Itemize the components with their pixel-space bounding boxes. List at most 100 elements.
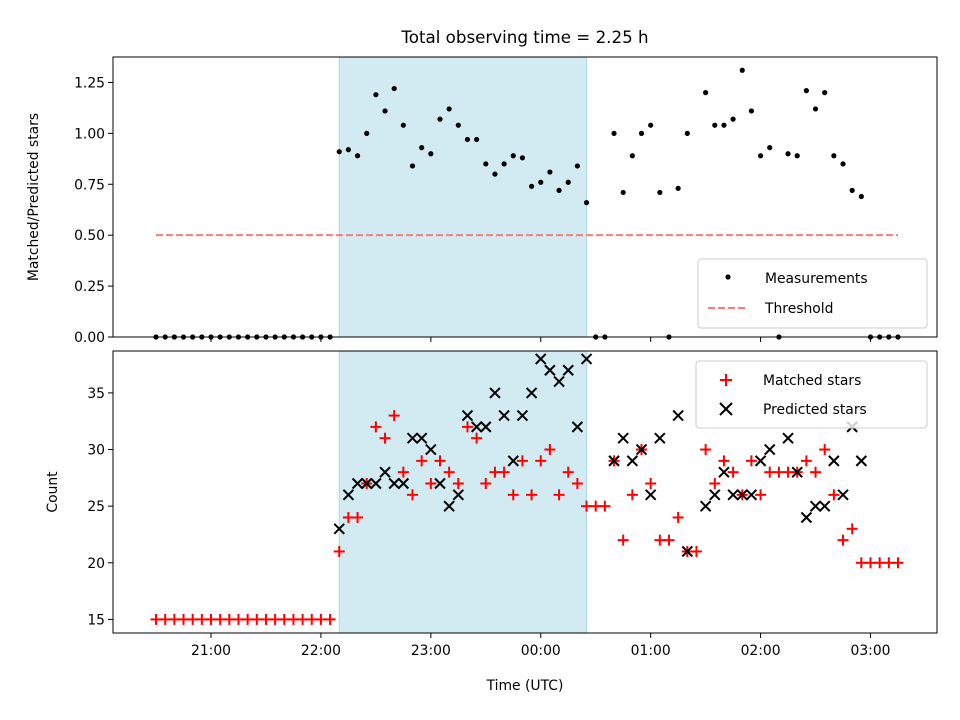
predicted-stars-point — [681, 545, 694, 558]
measurement-point — [483, 161, 489, 167]
top-ytick-label: 0.75 — [74, 177, 105, 193]
predicted-stars-point — [434, 477, 446, 490]
measurement-point — [620, 189, 626, 196]
measurement-point — [840, 161, 846, 167]
measurement-point — [822, 90, 828, 96]
matched-stars-point — [516, 455, 528, 467]
matched-stars-point — [672, 511, 684, 523]
measurement-point — [336, 149, 342, 155]
matched-stars-point — [352, 511, 364, 523]
matched-stars-point — [333, 545, 345, 557]
legend-predicted-marker — [719, 402, 733, 416]
top-ytick-label: 1.00 — [74, 126, 105, 142]
matched-stars-point — [617, 534, 629, 546]
predicted-stars-point — [544, 364, 556, 376]
matched-stars-point — [379, 432, 391, 444]
predicted-stars-point — [818, 500, 831, 512]
top-y-axis-label: Matched/Predicted stars — [26, 113, 42, 281]
bottom-xtick-label: 01:00 — [631, 643, 671, 659]
legend-matched-label: Matched stars — [763, 373, 861, 389]
measurement-point — [794, 153, 800, 159]
measurement-point — [849, 187, 855, 193]
predicted-stars-point — [452, 489, 465, 501]
predicted-stars-point — [828, 455, 840, 467]
measurement-point — [629, 153, 635, 159]
bottom-xtick-label: 22:00 — [301, 643, 341, 659]
measurement-point — [510, 153, 516, 159]
matched-stars-point — [535, 455, 547, 467]
measurement-point — [528, 183, 535, 189]
chart-title: Total observing time = 2.25 h — [400, 27, 648, 47]
matched-stars-point — [526, 489, 538, 501]
matched-stars-point — [471, 432, 483, 444]
matched-stars-point — [599, 500, 611, 512]
measurement-point — [409, 163, 416, 169]
legend-threshold-label: Threshold — [764, 301, 833, 317]
predicted-stars-point — [333, 523, 345, 535]
bottom-xtick-label: 21:00 — [191, 643, 231, 659]
matched-stars-point — [810, 466, 822, 478]
matched-stars-point — [709, 478, 721, 490]
measurement-point — [501, 161, 507, 167]
measurement-point — [748, 108, 755, 114]
measurement-point — [648, 122, 654, 128]
measurement-point — [455, 122, 461, 128]
bottom-legend: Matched stars Predicted stars — [695, 360, 928, 429]
predicted-stars-point — [379, 466, 391, 478]
predicted-stars-point — [388, 477, 400, 490]
measurement-point — [675, 185, 681, 191]
matched-stars-point — [452, 478, 464, 490]
predicted-stars-point — [571, 421, 584, 433]
matched-stars-point — [388, 410, 400, 422]
measurement-point — [437, 116, 443, 122]
legend-measurements-marker — [725, 274, 731, 280]
observing-window-span — [338, 56, 588, 338]
measurement-point — [373, 92, 379, 98]
predicted-stars-point — [461, 409, 474, 422]
predicted-stars-point — [791, 466, 803, 478]
legend-matched-marker — [720, 374, 732, 386]
matched-stars-point — [645, 478, 657, 490]
matched-stars-point — [544, 444, 556, 456]
predicted-stars-point — [370, 477, 382, 490]
predicted-stars-point — [470, 421, 483, 433]
panel-top: 0.00 0.25 0.50 0.75 1.00 1.25 Total observing… — [26, 27, 938, 346]
predicted-stars-point — [782, 432, 794, 444]
predicted-stars-point — [425, 443, 437, 456]
matched-stars-point — [892, 557, 904, 569]
measurement-point — [345, 147, 351, 153]
matched-stars-point — [828, 489, 840, 501]
predicted-stars-point — [580, 353, 593, 365]
matched-stars-point — [397, 466, 409, 478]
measurement-point — [556, 187, 562, 193]
predicted-stars-point — [718, 466, 730, 478]
matched-stars-point — [663, 534, 675, 546]
predicted-stars-point — [507, 455, 519, 467]
measurement-point — [400, 122, 406, 128]
matched-stars-point — [443, 466, 455, 478]
measurement-point — [391, 85, 397, 92]
measurement-point — [565, 179, 571, 185]
matched-stars-point — [562, 466, 574, 478]
predicted-stars-point — [654, 432, 666, 444]
matched-stars-point — [846, 523, 858, 535]
predicted-stars-point — [709, 489, 721, 501]
measurement-point — [446, 106, 452, 112]
bottom-ytick-label: 20 — [87, 556, 105, 572]
measurement-point — [657, 189, 663, 196]
predicted-stars-point — [535, 353, 547, 365]
bottom-x-axis-label: Time (UTC) — [486, 678, 564, 694]
bottom-ytick-label: 30 — [87, 443, 105, 459]
bottom-xtick-label: 02:00 — [741, 643, 781, 659]
matched-stars-point — [480, 478, 492, 490]
predicted-stars-point — [837, 489, 849, 501]
legend-measurements-label: Measurements — [765, 271, 868, 287]
bottom-ytick-label: 15 — [87, 612, 105, 628]
panel-bottom: 15 20 25 30 35 21:00 22:00 23:00 00:00 01:00 02:0… — [45, 350, 938, 694]
matched-stars-point — [498, 466, 510, 478]
bottom-xtick-label: 03:00 — [850, 643, 890, 659]
top-legend: Measurements Threshold — [697, 258, 928, 329]
matched-stars-point — [727, 466, 739, 478]
matched-stars-point — [425, 478, 437, 490]
measurement-point — [812, 106, 819, 112]
